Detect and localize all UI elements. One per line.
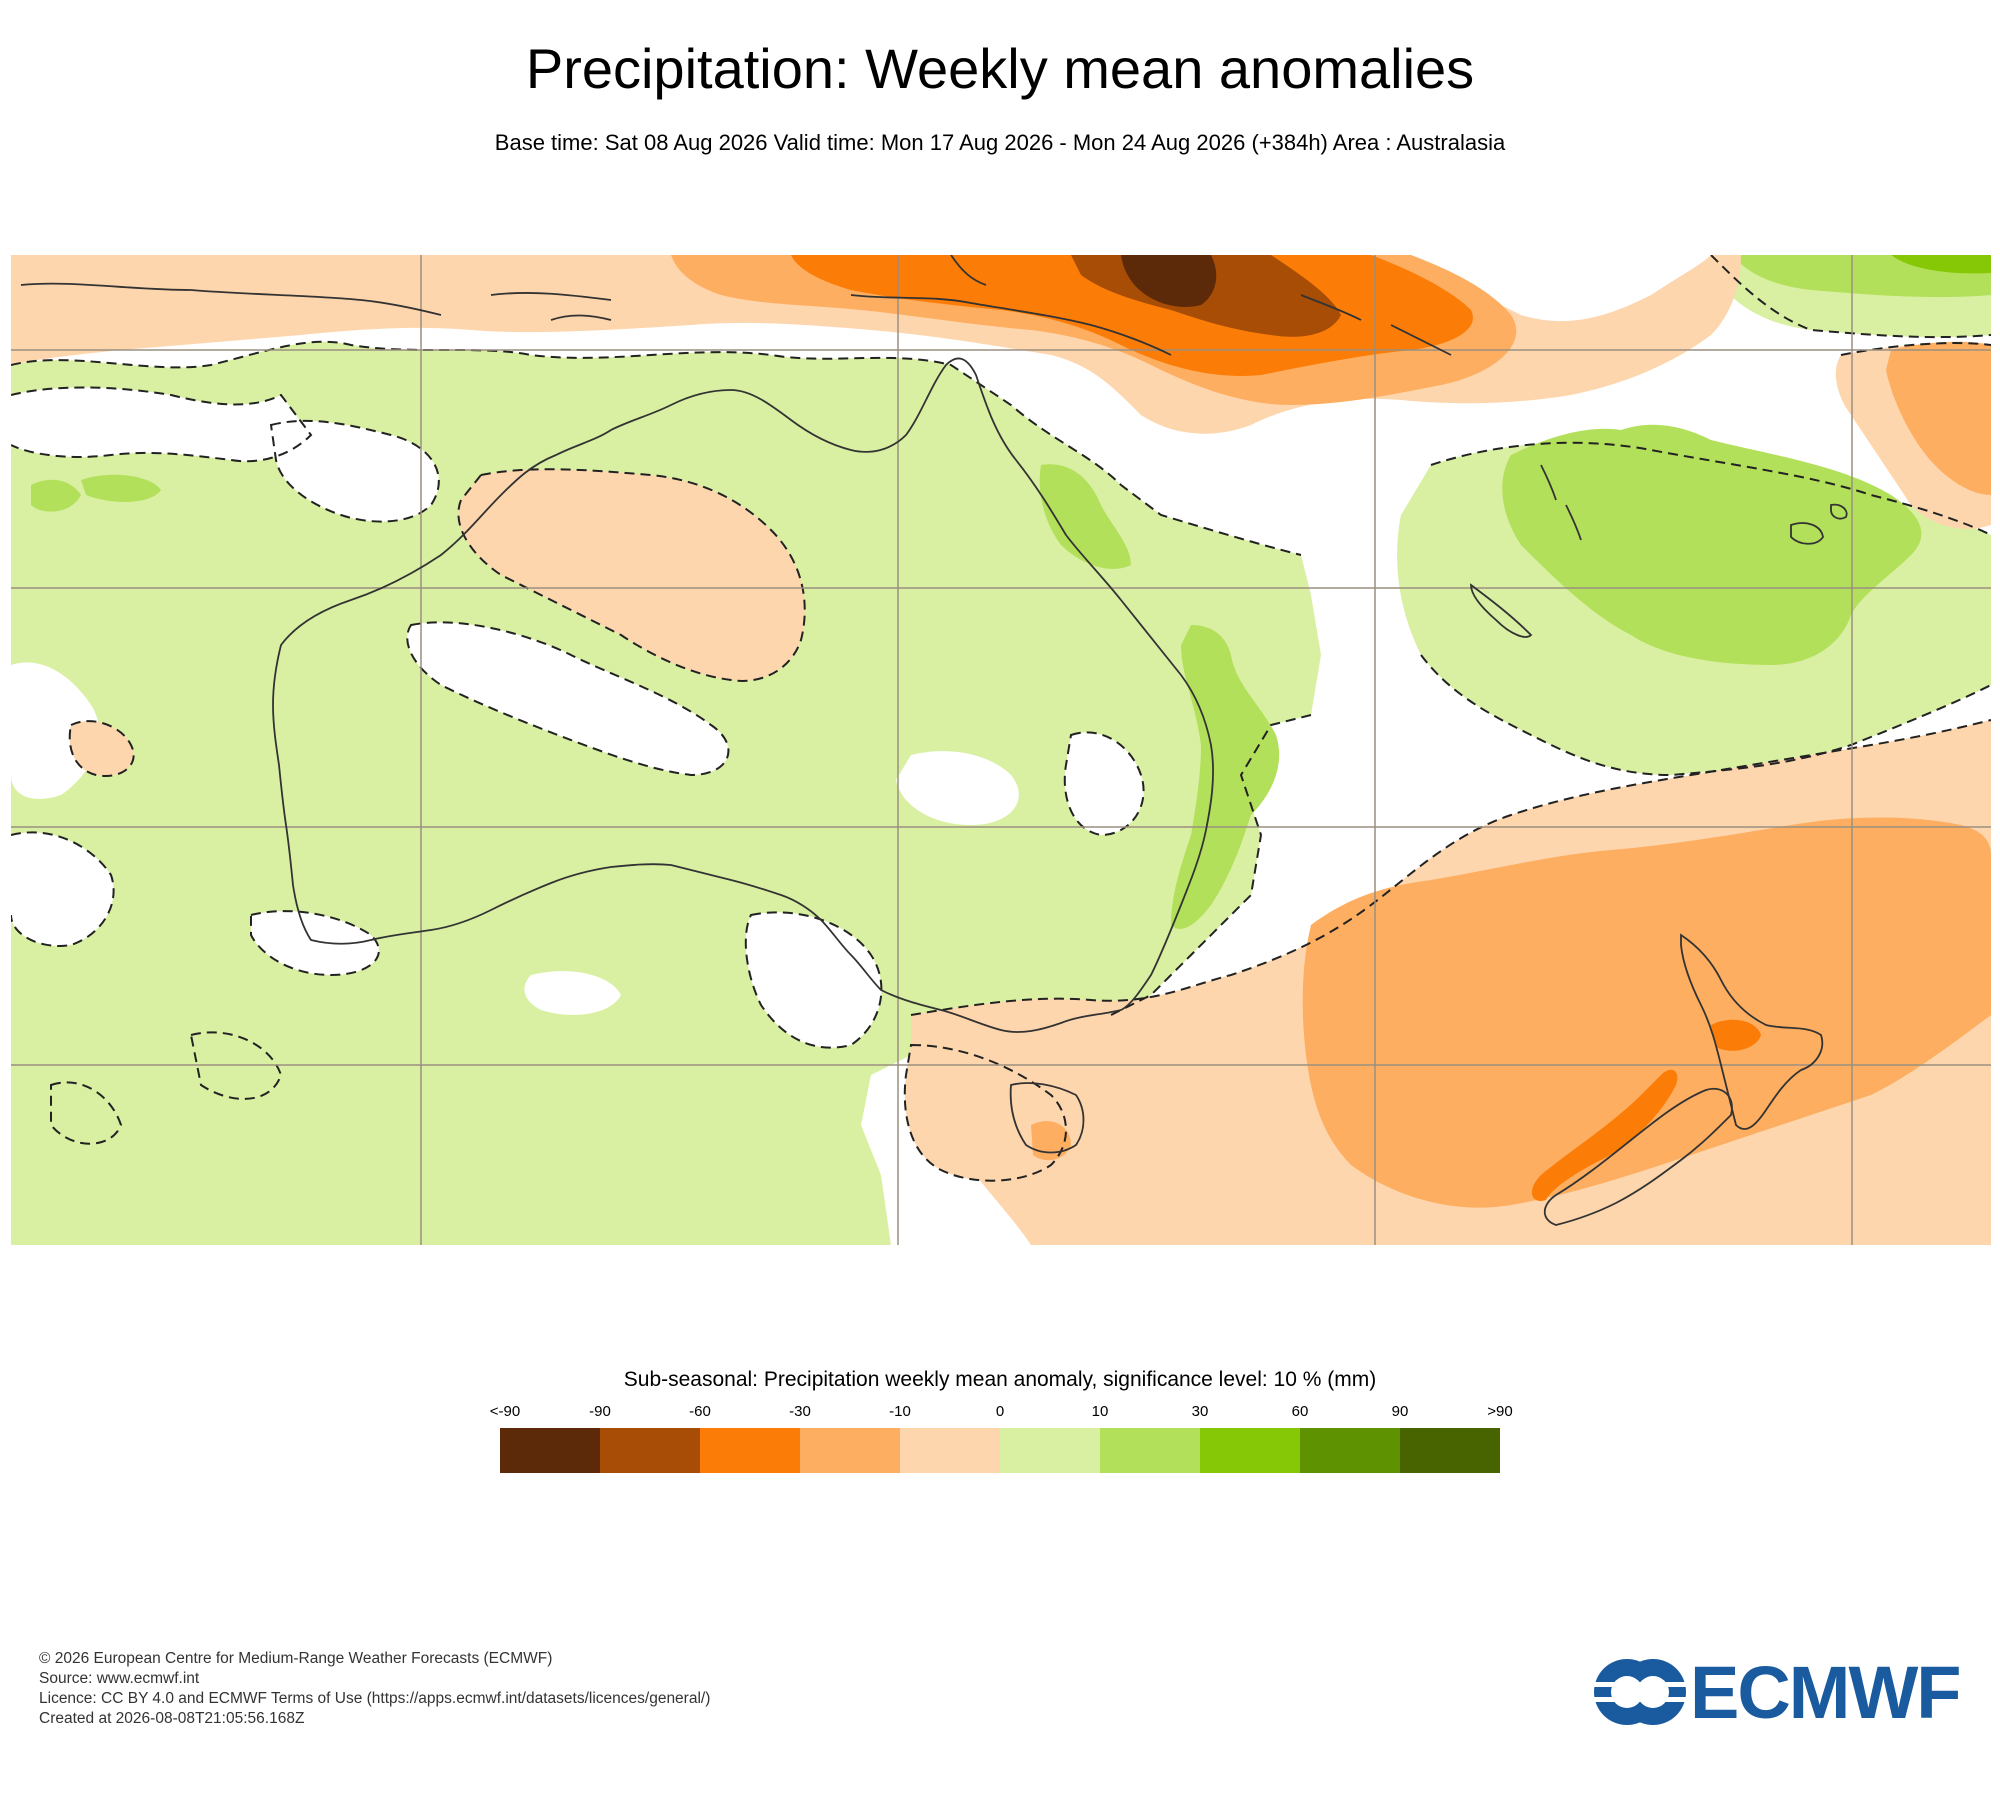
footer-created: Created at 2026-08-08T21:05:56.168Z	[39, 1710, 305, 1727]
vanuatu-coastline	[1300, 294, 1582, 541]
anomaly-area-green-east-coast	[1171, 625, 1280, 929]
anomaly-map	[11, 255, 1991, 1245]
footer-source: Source: www.ecmwf.int	[39, 1670, 200, 1687]
legend-tick-9: 90	[1391, 1403, 1409, 1420]
coastlines	[20, 255, 1848, 1226]
fiji-coastline	[1790, 503, 1848, 545]
ecmwf-logo-mark-icon	[1590, 1659, 1688, 1725]
anomaly-area-darkest-orange	[1121, 255, 1217, 307]
nonsig-patch-1	[11, 387, 311, 462]
anomaly-area-green-west-ocean	[31, 479, 81, 512]
footer-licence: Licence: CC BY 4.0 and ECMWF Terms of Us…	[39, 1690, 711, 1707]
chart-title: Precipitation: Weekly mean anomalies	[525, 37, 1475, 100]
legend-swatch-1	[600, 1428, 700, 1473]
legend-colorbar	[500, 1428, 1500, 1473]
legend-tick-2: -60	[689, 1403, 711, 1420]
new-guinea-coastline	[850, 255, 1172, 356]
anomaly-area-green-fiji	[1502, 424, 1922, 665]
legend-tick-4: -10	[889, 1403, 911, 1420]
anomaly-area-green-west-ocean-2	[81, 474, 161, 502]
legend-tick-10: >90	[1487, 1403, 1513, 1420]
legend-tick-3: -30	[789, 1403, 811, 1420]
legend-swatch-8	[1300, 1428, 1400, 1473]
nonsig-patch-3	[11, 662, 100, 799]
anomaly-area-bright-green-ne	[1891, 255, 1991, 274]
legend-swatch-7	[1200, 1428, 1300, 1473]
anomaly-area-green-queensland	[1039, 464, 1131, 569]
footer: © 2026 European Centre for Medium-Range …	[39, 1649, 710, 1729]
nonsig-patch-4	[407, 622, 729, 775]
new-caledonia-coastline	[1470, 583, 1533, 638]
legend-tick-7: 30	[1191, 1403, 1209, 1420]
ecmwf-logo: ECMWF	[1590, 1655, 1965, 1730]
nz-south-coastline	[1543, 1087, 1733, 1226]
anomaly-area-orange-east	[1886, 341, 1991, 495]
nonsig-patch-8	[745, 912, 882, 1048]
nz-north-coastline	[1680, 933, 1824, 1130]
graticule	[11, 255, 1991, 1245]
significance-contours	[11, 255, 1991, 1182]
legend-tick-0: <-90	[489, 1403, 521, 1420]
nonsig-patch-2	[271, 420, 439, 522]
legend-tick-1: -90	[589, 1403, 611, 1420]
legend-tick-6: 10	[1091, 1403, 1109, 1420]
nonsig-patch-10	[1064, 732, 1144, 835]
anomaly-area-light-orange-west-small	[69, 721, 134, 776]
legend-swatch-4	[900, 1428, 1000, 1473]
australia-coastline	[272, 357, 1214, 1033]
chart-subtitle: Base time: Sat 08 Aug 2026 Valid time: M…	[494, 130, 1506, 155]
legend-swatch-2	[700, 1428, 800, 1473]
nonsig-patch-7	[524, 971, 621, 1015]
indonesia-coastline	[20, 282, 612, 321]
legend-swatch-6	[1100, 1428, 1200, 1473]
legend-swatch-3	[800, 1428, 900, 1473]
anomaly-area-light-orange-australia	[458, 469, 805, 681]
map-svg	[11, 255, 1991, 1245]
legend-tick-5: 0	[995, 1403, 1005, 1420]
anomaly-area-orange-tasman	[1302, 817, 1991, 1208]
anomaly-area-strong-orange-nz-south	[1531, 1069, 1678, 1201]
tasmania-coastline	[1009, 1082, 1085, 1154]
nonsig-patch-9	[11, 832, 114, 946]
legend-title: Sub-seasonal: Precipitation weekly mean …	[623, 1368, 1377, 1391]
nonsig-patch-6	[251, 911, 379, 975]
legend-tick-8: 60	[1291, 1403, 1309, 1420]
anomaly-area-strong-orange-nz-north	[1711, 1019, 1761, 1051]
nonsig-patch-5	[896, 751, 1019, 825]
footer-copyright: © 2026 European Centre for Medium-Range …	[39, 1650, 553, 1667]
ecmwf-logo-text: ECMWF	[1690, 1651, 1961, 1734]
legend-swatch-9	[1400, 1428, 1500, 1473]
legend-swatch-5	[1000, 1428, 1100, 1473]
legend-swatch-0	[500, 1428, 600, 1473]
